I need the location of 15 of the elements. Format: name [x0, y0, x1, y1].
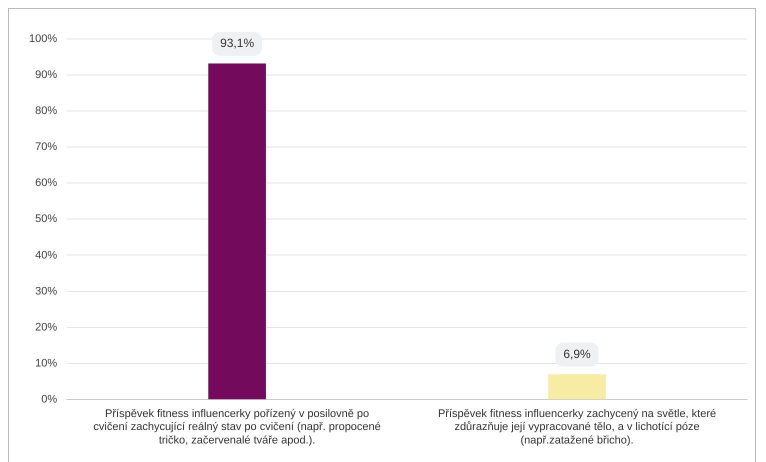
y-tick-label: 50% — [35, 213, 58, 226]
y-tick-label: 70% — [35, 141, 58, 154]
data-label: 93,1% — [220, 36, 254, 50]
y-tick-label: 10% — [35, 357, 58, 370]
data-label: 6,9% — [563, 346, 592, 361]
x-tick-label: Příspěvek fitness influencerky pořízený v posilovně po cvičení zachycující reálný stav po cvičení (např. propocené tričko, začervenalé tváře apod.). — [93, 408, 381, 446]
x-tick-label: Příspěvek fitness influencerky zachycený na světle, které zdůrazňuje její vypracované tělo, a v lichotící póze (např.zatažené břicho). — [438, 408, 716, 446]
y-tick-label: 20% — [35, 321, 58, 334]
y-tick-label: 30% — [35, 285, 58, 298]
y-tick-label: 40% — [35, 249, 58, 262]
y-tick-label: 60% — [35, 177, 58, 190]
y-tick-label: 80% — [35, 105, 58, 118]
y-tick-label: 0% — [41, 393, 58, 406]
y-tick-label: 100% — [28, 33, 58, 46]
y-tick-label: 90% — [35, 69, 58, 82]
